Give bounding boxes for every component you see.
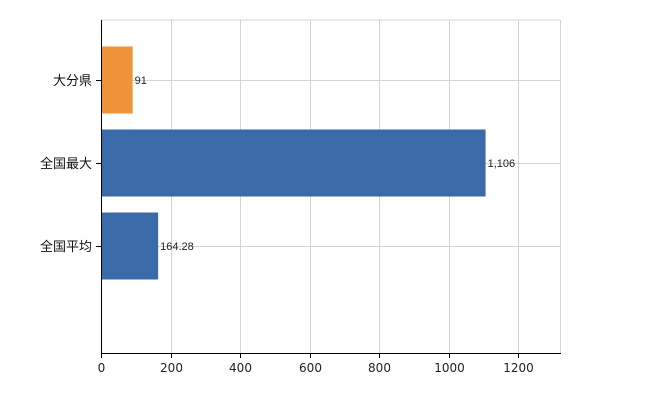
data-label-0: 91 <box>135 75 147 87</box>
category-label-1: 全国最大 <box>40 156 92 172</box>
bars <box>102 46 486 280</box>
x-tick-label-800: 800 <box>368 361 391 375</box>
x-tick-label-0: 0 <box>98 361 106 375</box>
x-tick-label-1000: 1000 <box>434 361 465 375</box>
x-tick-labels: 0 200 400 600 800 1000 1200 <box>98 361 534 375</box>
data-label-2: 164.28 <box>160 241 194 253</box>
bar-0 <box>102 46 133 114</box>
x-tick-label-200: 200 <box>160 361 183 375</box>
data-label-1: 1,106 <box>488 158 516 170</box>
x-tick-label-400: 400 <box>229 361 252 375</box>
bar-1 <box>102 129 486 197</box>
bar-2 <box>102 212 159 280</box>
x-tick-label-1200: 1200 <box>503 361 534 375</box>
x-tick-label-600: 600 <box>299 361 322 375</box>
data-labels: 91 1,106 164.28 <box>135 75 515 253</box>
category-label-0: 大分県 <box>53 74 92 89</box>
category-label-2: 全国平均 <box>40 239 92 255</box>
axes <box>96 20 561 358</box>
